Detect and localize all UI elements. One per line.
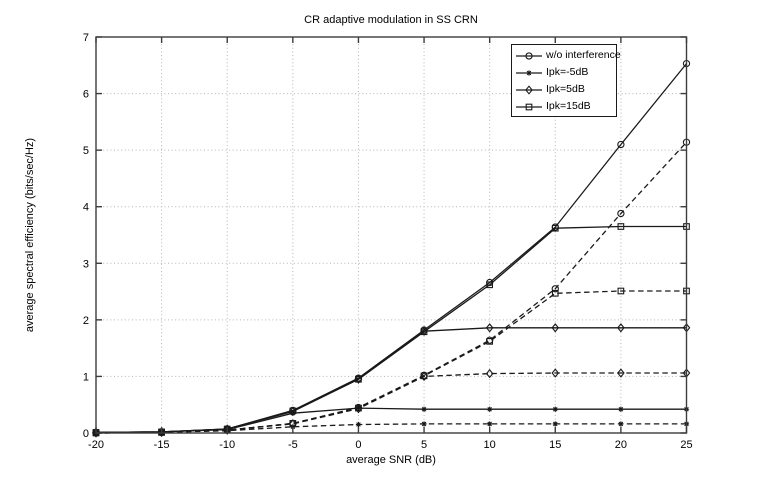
circle-marker-icon — [525, 52, 533, 61]
tick-labels: -20 -15 -10 -5 0 5 10 15 20 25 0 1 2 3 4 5 6 7 — [83, 32, 693, 451]
y-tick-label: 0 — [83, 428, 89, 440]
legend-sample-svg — [516, 52, 542, 61]
x-tick-label: 15 — [549, 439, 561, 451]
asterisk-marker-icon — [355, 405, 362, 411]
y-tick-label: 4 — [83, 202, 89, 214]
legend-sample-group — [516, 52, 542, 61]
legend-sample-group — [516, 85, 542, 95]
asterisk-marker-icon — [552, 406, 558, 412]
legend-sample-asterisk-icon — [515, 66, 543, 78]
legend-label: Ipk=5dB — [546, 82, 585, 95]
x-tick-label: -20 — [88, 439, 104, 451]
diamond-marker-icon — [223, 425, 232, 435]
asterisk-marker-icon — [421, 406, 427, 412]
legend-label: Ipk=-5dB — [546, 66, 589, 79]
legend-sample-group — [516, 103, 542, 110]
circle-marker-icon — [617, 140, 625, 149]
diamond-marker-icon — [525, 85, 533, 95]
legend: w/o interference Ipk=-5dB Ipk=5dB Ipk=15… — [511, 44, 621, 117]
series-line-asterisk-solid — [95, 407, 687, 434]
y-tick-label: 3 — [83, 258, 89, 270]
diamond-marker-icon — [617, 368, 625, 378]
diamond-marker-icon — [420, 326, 428, 336]
legend-item-ipk-minus5db: Ipk=-5dB — [515, 65, 613, 80]
diamond-marker-icon — [354, 374, 363, 384]
legend-label: Ipk=15dB — [546, 99, 591, 112]
legend-sample-diamond-icon — [515, 83, 543, 95]
diamond-marker-icon — [92, 428, 100, 438]
asterisk-marker-icon — [421, 421, 427, 427]
legend-sample-group — [516, 70, 542, 76]
diamond-marker-icon — [157, 427, 166, 438]
x-tick-label: 5 — [421, 439, 427, 451]
x-tick-label: -5 — [288, 439, 298, 451]
legend-sample-svg — [516, 103, 542, 110]
square-marker-icon — [551, 224, 559, 232]
legend-sample-svg — [516, 70, 542, 76]
circle-marker-icon — [617, 209, 625, 218]
legend-sample-square-icon — [515, 100, 543, 112]
x-axis-label: average SNR (dB) — [346, 454, 436, 466]
legend-item-ipk-5db: Ipk=5dB — [515, 81, 613, 96]
asterisk-marker-icon — [526, 70, 532, 76]
y-tick-label: 7 — [83, 32, 89, 44]
legend-item-ipk-15db: Ipk=15dB — [515, 98, 613, 113]
diamond-marker-icon — [420, 371, 428, 382]
diamond-marker-icon — [485, 323, 494, 333]
square-marker-icon — [525, 103, 533, 110]
y-tick-label: 6 — [83, 89, 89, 101]
x-tick-label: 0 — [355, 439, 361, 451]
asterisk-marker-icon — [290, 424, 296, 430]
diamond-marker-icon — [551, 323, 560, 333]
series-line-diamond-dashed — [95, 372, 687, 434]
axes — [95, 36, 688, 434]
square-marker-icon — [617, 287, 625, 295]
x-tick-label: -10 — [219, 439, 235, 451]
x-tick-label: 10 — [484, 439, 496, 451]
square-marker-icon — [486, 338, 494, 345]
x-tick-label: 20 — [615, 439, 627, 451]
square-marker-icon — [617, 223, 625, 230]
diamond-marker-icon — [551, 368, 560, 378]
y-tick-label: 5 — [83, 145, 89, 157]
diamond-marker-icon — [617, 323, 625, 333]
y-tick-label: 1 — [83, 371, 89, 383]
x-tick-label: 25 — [680, 439, 692, 451]
square-marker-icon — [551, 289, 559, 297]
grid — [96, 37, 687, 433]
asterisk-marker-icon — [487, 421, 493, 427]
x-tick-label: -15 — [154, 439, 170, 451]
diamond-marker-icon — [354, 404, 363, 414]
asterisk-marker-icon — [618, 421, 624, 427]
square-marker-icon — [486, 281, 494, 289]
legend-item-wo-interference: w/o interference — [515, 48, 621, 63]
legend-sample-circle-icon — [515, 49, 543, 61]
asterisk-marker-icon — [618, 406, 624, 412]
y-axis-label: average spectral efficiency (bits/sec/Hz… — [24, 137, 36, 333]
chart-title: CR adaptive modulation in SS CRN — [304, 14, 478, 26]
diamond-marker-icon — [485, 368, 494, 379]
legend-sample-svg — [516, 85, 542, 95]
plot-border — [95, 36, 688, 434]
asterisk-marker-icon — [355, 421, 362, 428]
y-tick-label: 2 — [83, 315, 89, 327]
asterisk-marker-icon — [290, 410, 296, 416]
circle-marker-icon — [551, 285, 559, 293]
asterisk-marker-icon — [487, 406, 493, 412]
legend-label: w/o interference — [546, 49, 621, 62]
series-lines — [95, 63, 688, 434]
asterisk-marker-icon — [552, 421, 558, 427]
